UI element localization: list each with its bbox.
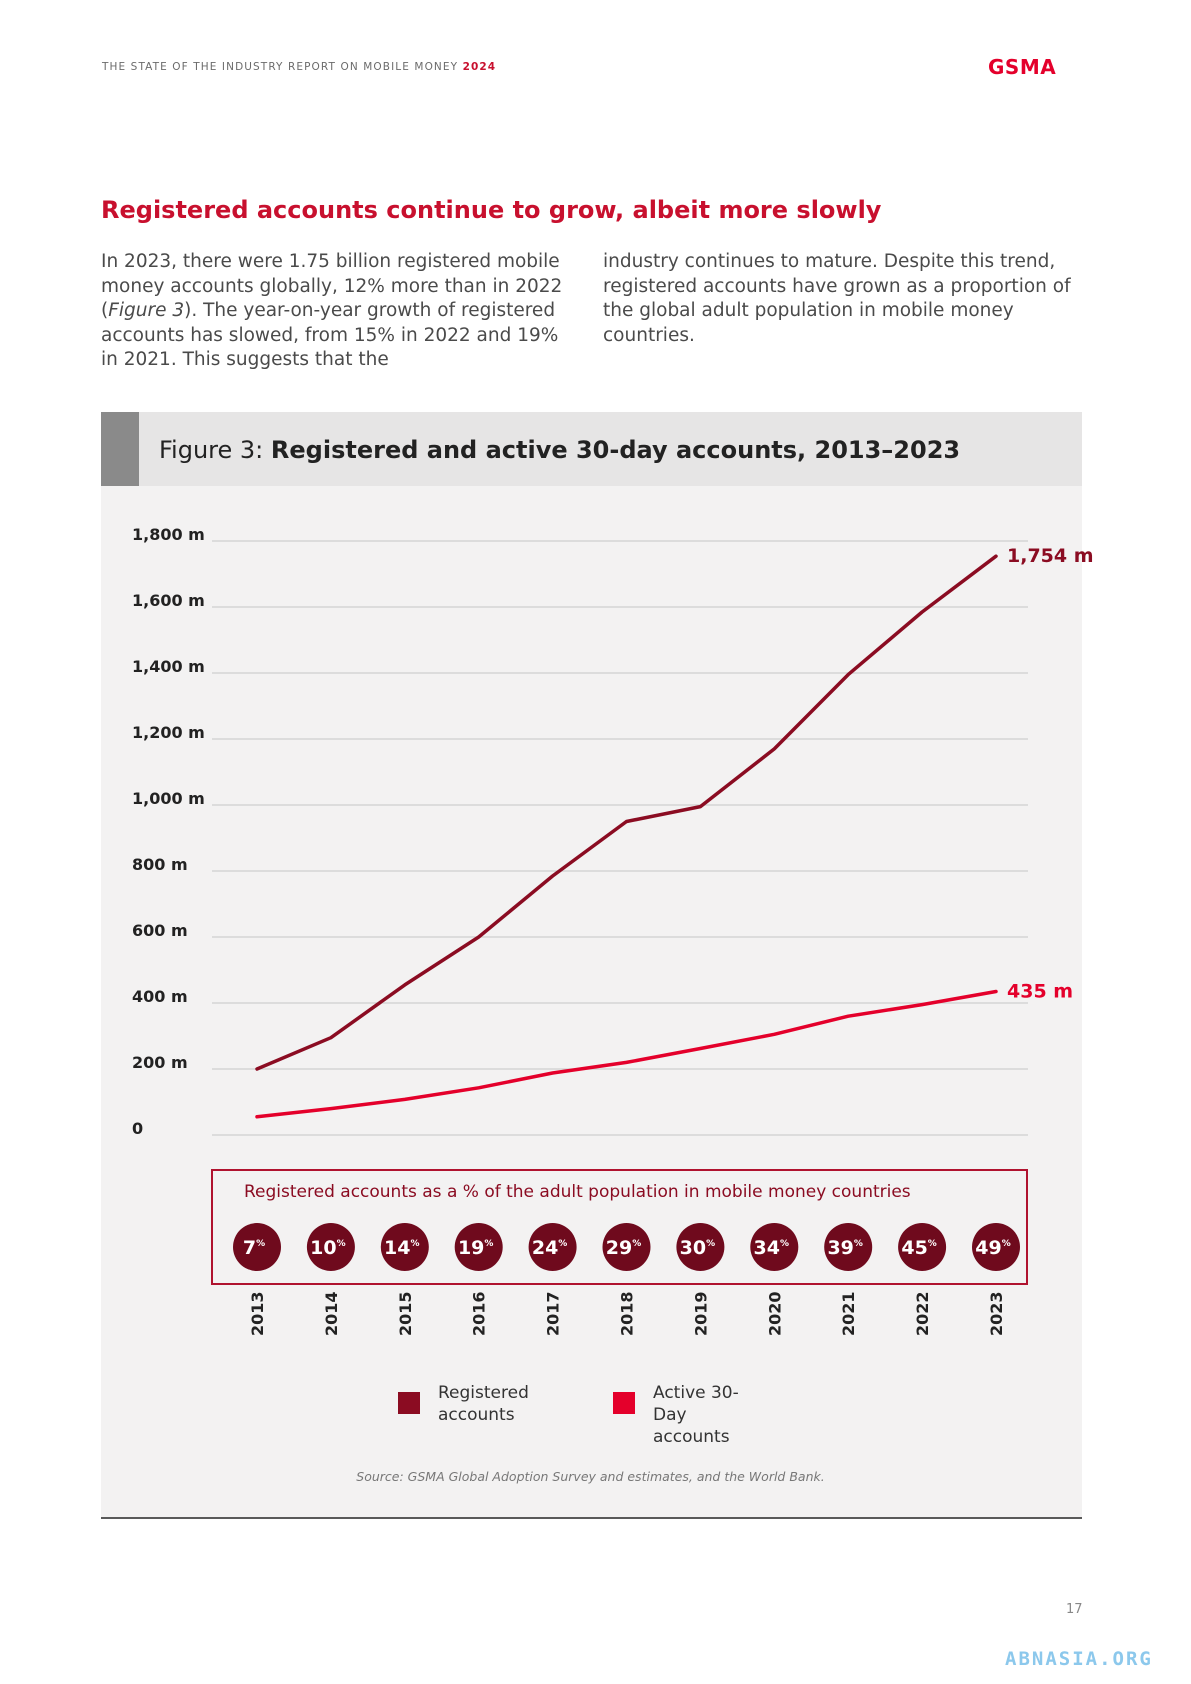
- legend-item-active: Active 30-Day accounts: [613, 1382, 763, 1448]
- percent-sign: %: [1002, 1239, 1011, 1249]
- percent-circle: [824, 1223, 873, 1271]
- title-accent-bar: [101, 412, 139, 486]
- figure-title: Figure 3: Registered and active 30-day a…: [159, 436, 961, 464]
- percent-circle: [750, 1223, 799, 1271]
- x-tick-label: 2018: [618, 1291, 637, 1336]
- percent-sign: %: [411, 1239, 420, 1249]
- percent-sign: %: [484, 1239, 493, 1249]
- body-text-right: industry continues to mature. Despite th…: [603, 251, 1071, 346]
- y-tick-label: 800 m: [132, 855, 188, 874]
- active-accounts-line: [255, 989, 998, 1119]
- percent-circle: [528, 1223, 577, 1271]
- x-tick-label: 2014: [322, 1291, 341, 1336]
- y-tick-label: 1,200 m: [132, 723, 205, 742]
- registered-end-label: 1,754 m: [1007, 545, 1094, 567]
- y-tick-label: 1,400 m: [132, 657, 205, 676]
- gsma-logo: GSMA: [988, 55, 1057, 79]
- percent-circle: [602, 1223, 651, 1271]
- y-tick-label: 1,800 m: [132, 525, 205, 544]
- x-tick-label: 2019: [691, 1291, 710, 1336]
- section-heading: Registered accounts continue to grow, al…: [101, 196, 882, 224]
- legend-swatch-registered: [398, 1392, 420, 1414]
- report-year: 2024: [462, 61, 497, 73]
- legend-swatch-active: [613, 1392, 635, 1414]
- percent-sign: %: [928, 1239, 937, 1249]
- x-tick-label: 2020: [765, 1291, 784, 1336]
- legend-label-registered: Registered accounts: [438, 1383, 529, 1425]
- watermark: ABNASIA.ORG: [1005, 1648, 1153, 1670]
- x-tick-label: 2016: [470, 1291, 489, 1336]
- percent-sign: %: [632, 1239, 641, 1249]
- y-tick-label: 0: [132, 1119, 143, 1138]
- percent-circle: [306, 1223, 355, 1271]
- active-end-label: 435 m: [1007, 980, 1073, 1002]
- y-tick-label: 1,600 m: [132, 591, 205, 610]
- legend-label-active: Active 30-Day accounts: [653, 1383, 739, 1447]
- percent-sign: %: [854, 1239, 863, 1249]
- x-tick-label: 2023: [987, 1291, 1006, 1336]
- percent-circle: [898, 1223, 947, 1271]
- percent-circle: [380, 1223, 429, 1271]
- figure-source: Source: GSMA Global Adoption Survey and …: [356, 1469, 825, 1484]
- report-title: THE STATE OF THE INDUSTRY REPORT ON MOBI…: [102, 61, 497, 73]
- percent-circle: [454, 1223, 503, 1271]
- percent-sign: %: [706, 1239, 715, 1249]
- percent-circle: [972, 1223, 1020, 1271]
- percent-box-title: Registered accounts as a % of the adult …: [244, 1182, 911, 1202]
- percent-sign: %: [337, 1239, 346, 1249]
- registered-accounts-line: [255, 554, 998, 1071]
- body-text-left: In 2023, there were 1.75 billion registe…: [101, 251, 563, 370]
- x-tick-label: 2015: [396, 1291, 415, 1336]
- y-tick-label: 400 m: [132, 987, 188, 1006]
- figure-reference: Figure 3: [108, 300, 185, 321]
- legend-item-registered: Registered accounts: [398, 1382, 548, 1426]
- line-chart: 0 200 m 400 m 600 m 800 m 1,000 m 1,200 m 1,400…: [132, 525, 1094, 1336]
- figure-panel: Figure 3: Registered and active 30-day a…: [101, 412, 1082, 1519]
- x-tick-label: 2017: [544, 1291, 563, 1336]
- percent-circle: [233, 1223, 281, 1271]
- x-tick-label: 2013: [248, 1291, 267, 1336]
- x-tick-label: 2022: [913, 1291, 932, 1336]
- page-number: 17: [1066, 1602, 1083, 1617]
- percent-sign: %: [558, 1239, 567, 1249]
- figure-title-bar: Figure 3: Registered and active 30-day a…: [101, 412, 1082, 486]
- percent-circle: [676, 1223, 725, 1271]
- percent-sign: %: [780, 1239, 789, 1249]
- y-tick-label: 200 m: [132, 1053, 188, 1072]
- percent-sign: %: [256, 1239, 265, 1249]
- x-tick-label: 2021: [839, 1291, 858, 1336]
- percent-box: [211, 1169, 1028, 1285]
- y-tick-label: 1,000 m: [132, 789, 205, 808]
- y-tick-label: 600 m: [132, 921, 188, 940]
